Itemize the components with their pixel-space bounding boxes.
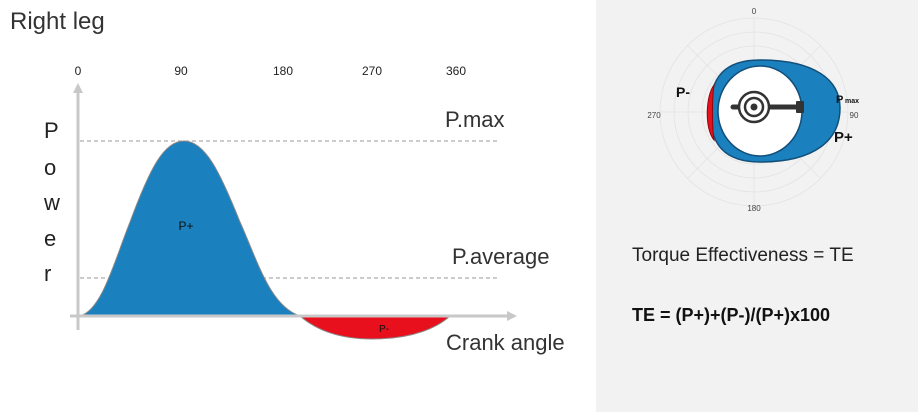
dial-pmax-subscript: max (845, 98, 859, 105)
negative-power-area (298, 315, 452, 340)
dial-negative-region (706, 83, 715, 142)
dial-deg-left: 270 (647, 111, 661, 120)
crankset-icon (730, 90, 804, 124)
y-axis-letter: o (44, 155, 57, 180)
dial-pplus-label: P+ (834, 129, 853, 146)
positive-label: P+ (178, 219, 193, 233)
y-axis-letter: P (44, 118, 59, 143)
positive-power-area (79, 140, 301, 317)
y-axis-letter: e (44, 226, 57, 251)
y-axis-letter: w (44, 190, 60, 215)
dial-deg-bottom: 180 (747, 204, 761, 213)
x-tick-label: 270 (361, 64, 383, 78)
x-axis-label: Crank angle (446, 330, 565, 355)
te-definition: Torque Effectiveness = TE (632, 245, 854, 266)
pmax-label: P.max (445, 107, 505, 132)
te-formula: TE = (P+)+(P-)/(P+)x100 (632, 305, 831, 325)
dial-pmax-label: P (836, 94, 843, 106)
dial-deg-right: 90 (850, 111, 859, 120)
x-tick-label: 360 (445, 64, 467, 78)
dial-deg-top: 0 (752, 7, 757, 16)
page-title: Right leg (10, 8, 105, 35)
dial-pminus-label: P- (676, 84, 690, 100)
y-axis-letter: r (44, 261, 52, 286)
x-tick-label: 180 (272, 64, 294, 78)
x-tick-label: 90 (174, 64, 188, 78)
negative-label: P- (379, 324, 389, 335)
paverage-label: P.average (452, 244, 550, 269)
power-curve-graph: P+ P- (70, 83, 517, 340)
x-tick-label: 0 (74, 64, 82, 78)
power-curve-panel: Right leg 0 90 180 270 360 P+ P- P o w e… (10, 8, 565, 355)
